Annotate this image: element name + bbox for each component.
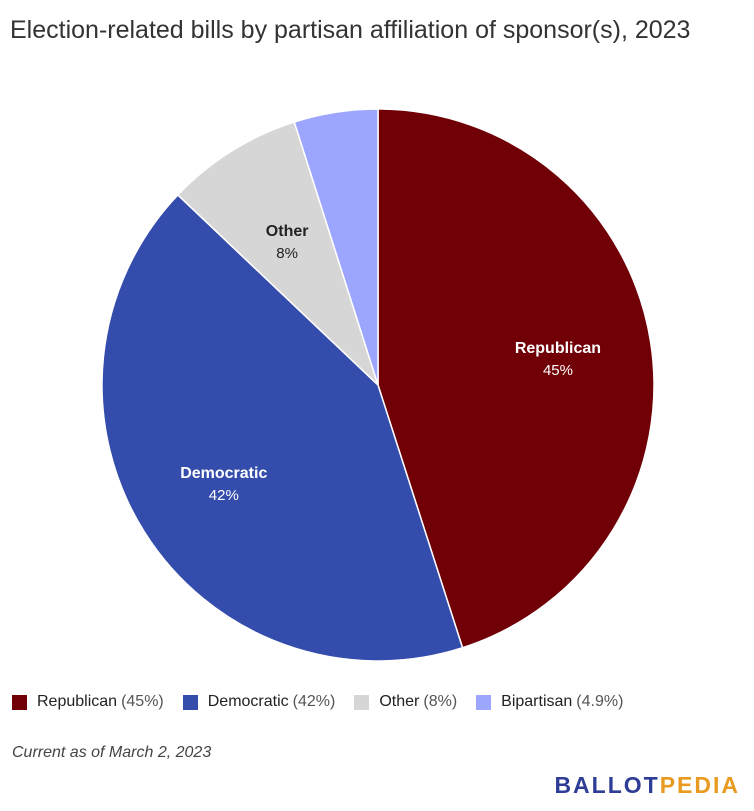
logo-part-pedia: PEDIA xyxy=(659,772,740,798)
slice-label-democratic: Democratic xyxy=(180,465,267,482)
legend-item-other: Other (8%) xyxy=(354,693,457,711)
slice-label-other: Other xyxy=(266,223,309,240)
legend-swatch-other xyxy=(354,694,370,710)
legend-swatch-bipartisan xyxy=(476,694,492,710)
legend-percent-republican: (45%) xyxy=(121,693,164,710)
legend-item-democratic: Democratic (42%) xyxy=(182,693,336,711)
chart-title: Election-related bills by partisan affil… xyxy=(10,16,691,44)
legend-percent-democratic: (42%) xyxy=(292,693,336,710)
legend-item-bipartisan: Bipartisan (4.9%) xyxy=(476,693,623,711)
legend-percent-other: (8%) xyxy=(423,693,458,710)
legend-label-republican: Republican xyxy=(37,693,118,710)
slice-value-republican: 45% xyxy=(543,362,573,379)
slice-value-other: 8% xyxy=(276,245,298,262)
pie-slice-other xyxy=(176,121,379,386)
slice-label-republican: Republican xyxy=(515,340,601,357)
pie-slice-democratic xyxy=(101,193,464,662)
legend-label-democratic: Democratic xyxy=(207,693,289,710)
legend-label-bipartisan: Bipartisan xyxy=(501,693,573,710)
legend-swatch-democratic xyxy=(182,694,198,710)
ballotpedia-logo: BALLOTPEDIA xyxy=(554,772,740,799)
pie-slice-republican xyxy=(377,108,655,649)
slice-value-democratic: 42% xyxy=(209,487,239,504)
pie-slice-bipartisan xyxy=(293,108,379,386)
legend-label-other: Other xyxy=(379,693,420,710)
data-date-note: Current as of March 2, 2023 xyxy=(12,744,212,761)
legend: Republican (45%) Democratic (42%) Other … xyxy=(12,693,642,711)
legend-percent-bipartisan: (4.9%) xyxy=(576,693,624,710)
legend-item-republican: Republican (45%) xyxy=(12,693,164,711)
legend-swatch-republican xyxy=(12,694,27,710)
logo-part-ballot: BALLOT xyxy=(554,772,660,798)
